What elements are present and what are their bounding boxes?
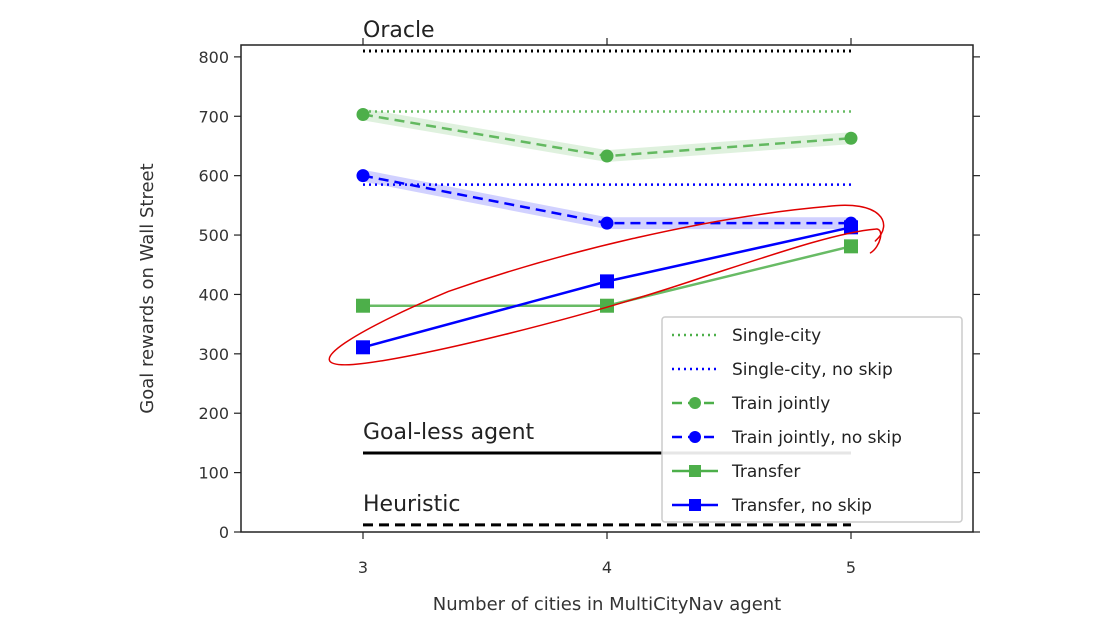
reference-label-1: Goal-less agent <box>363 420 535 445</box>
series-4-point-2 <box>844 239 858 254</box>
legend-label-0: Single-city <box>732 326 821 346</box>
legend: Single-city Single-city, no skip Train joi… <box>661 316 963 523</box>
series-5-point-0 <box>356 340 370 355</box>
series-4-point-0 <box>356 298 370 313</box>
legend-label-5: Transfer, no skip <box>731 496 872 516</box>
ytick-label-2: 200 <box>198 404 229 423</box>
series-2-point-1 <box>600 149 614 163</box>
reference-label-0: Oracle <box>363 18 435 43</box>
series-5-point-1 <box>600 274 614 289</box>
confidence-bands-layer <box>363 108 851 230</box>
legend-marker-2 <box>689 397 701 409</box>
red-highlight-loop <box>328 204 885 366</box>
series-3-point-0 <box>356 169 370 183</box>
hand-drawn-highlight-layer <box>328 204 885 366</box>
legend-label-4: Transfer <box>731 462 800 482</box>
series-markers-layer <box>356 107 858 355</box>
ytick-label-7: 700 <box>198 107 229 126</box>
legend-marker-3 <box>689 431 701 443</box>
legend-box <box>661 316 963 523</box>
series-4-point-1 <box>600 298 614 313</box>
ytick-label-8: 800 <box>198 48 229 67</box>
series-3-point-1 <box>600 216 614 230</box>
labels-layer: Oracle Goal-less agent Heuristic 0 100 200 300… <box>137 18 856 615</box>
ytick-label-5: 500 <box>198 226 229 245</box>
ytick-label-3: 300 <box>198 345 229 364</box>
series-line-3 <box>362 174 851 225</box>
axes-frame-layer <box>234 38 980 539</box>
series-2-point-2 <box>844 131 858 145</box>
series-5-point-2 <box>844 220 858 235</box>
x-axis-title: Number of cities in MultiCityNav agent <box>433 594 782 615</box>
xtick-label-1: 4 <box>602 558 612 577</box>
reference-label-2: Heuristic <box>363 492 460 517</box>
legend-label-1: Single-city, no skip <box>732 360 893 380</box>
series-2-point-0 <box>356 107 370 121</box>
band-2 <box>363 108 851 162</box>
y-axis-title: Goal rewards on Wall Street <box>137 163 158 413</box>
ytick-label-0: 0 <box>219 523 229 542</box>
ytick-label-4: 400 <box>198 285 229 304</box>
xtick-label-0: 3 <box>358 558 368 577</box>
ytick-label-1: 100 <box>198 464 229 483</box>
xtick-label-2: 5 <box>846 558 856 577</box>
legend-label-2: Train jointly <box>731 394 830 414</box>
ytick-label-6: 600 <box>198 167 229 186</box>
legend-marker-4 <box>689 465 701 477</box>
legend-label-3: Train jointly, no skip <box>731 428 902 448</box>
legend-marker-5 <box>689 499 701 511</box>
